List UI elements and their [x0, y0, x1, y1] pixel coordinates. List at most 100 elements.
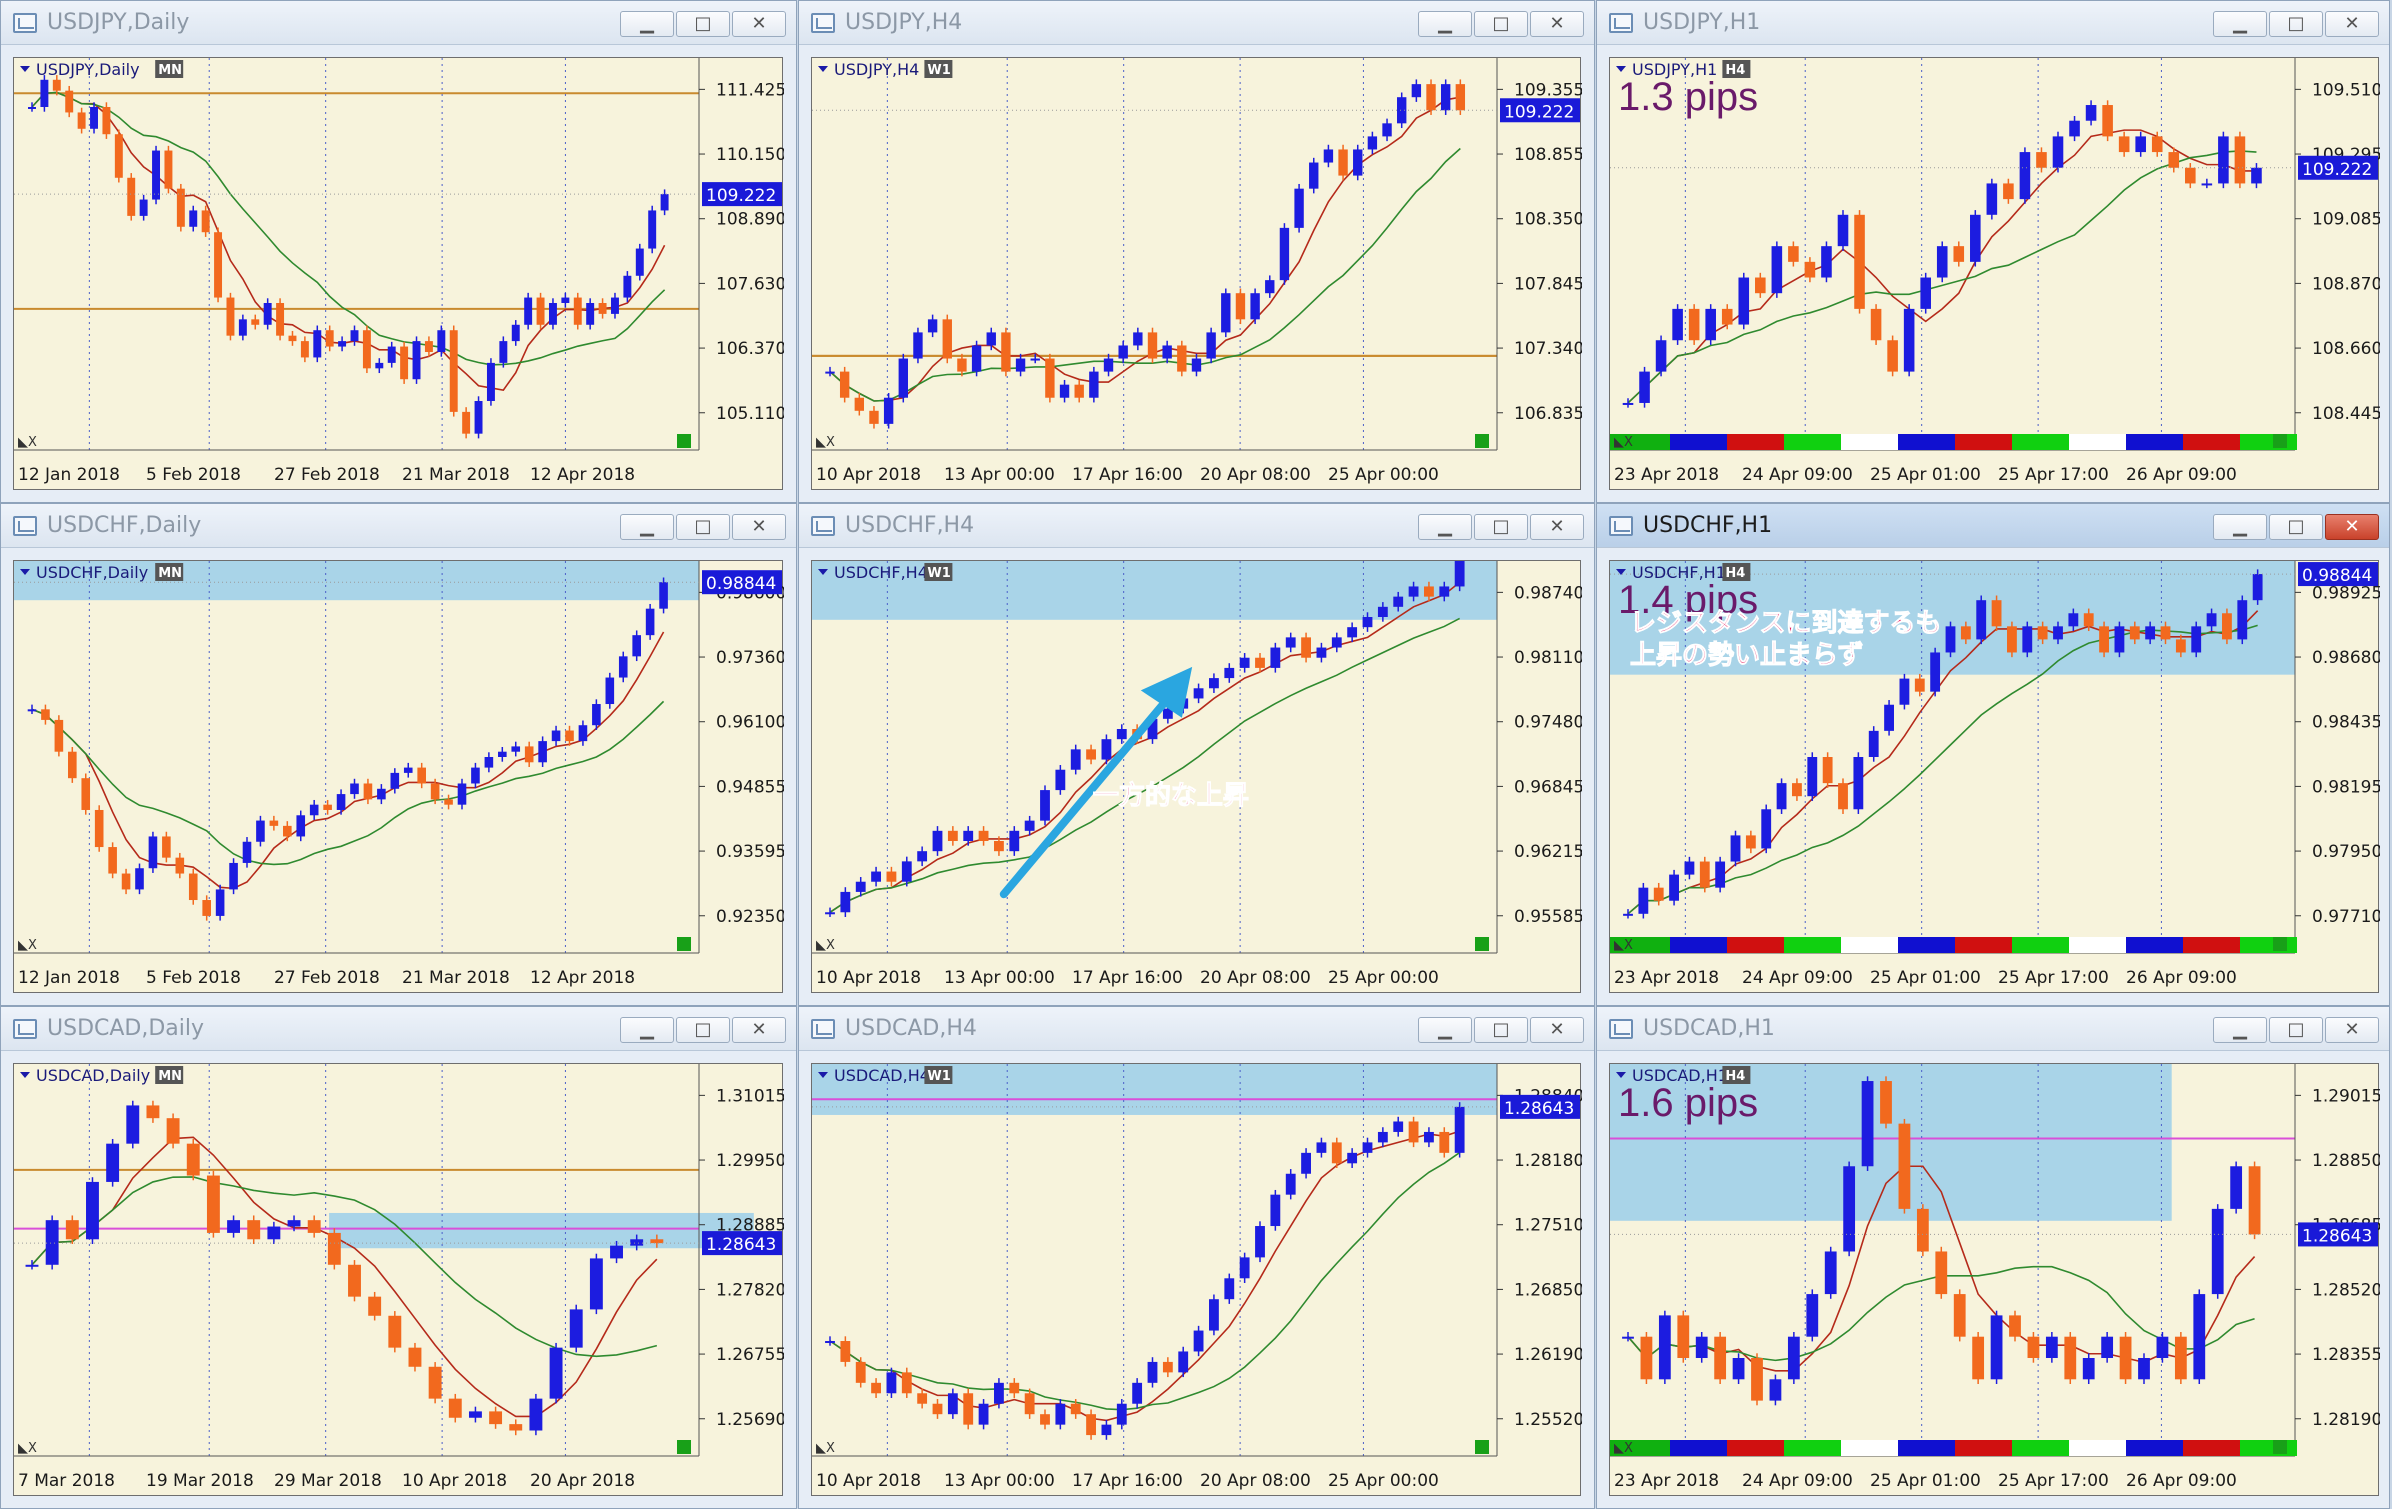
scale-fix-icon[interactable] [677, 937, 691, 951]
maximize-button[interactable]: □ [676, 1017, 730, 1043]
candle [2252, 569, 2263, 605]
minimize-button[interactable]: ▁ [620, 1017, 674, 1043]
chart-window-usdjpy-daily[interactable]: USDJPY,Daily ▁ □ ✕ 111.425 110.150 108.890 107.… [0, 0, 797, 503]
window-titlebar[interactable]: USDCHF,Daily ▁ □ ✕ [1, 504, 796, 548]
maximize-button[interactable]: □ [2269, 514, 2323, 540]
price-chart: 1.290151.288501.286851.285201.283551.281… [1610, 1064, 2380, 1491]
chart-window-usdjpy-h4[interactable]: USDJPY,H4 ▁ □ ✕ 109.355 108.855 108.350 107.845… [798, 0, 1595, 503]
moving-average-fast [1627, 129, 2257, 404]
time-tick-label: 12 Jan 2018 [18, 968, 120, 988]
chart-window-usdchf-h1[interactable]: USDCHF,H1 ▁ □ ✕ 0.98925 0.98680 0.98435 0.98195… [1596, 503, 2390, 1006]
chart-canvas[interactable]: 111.425 110.150 108.890 107.630 106.370 105.1… [13, 57, 784, 490]
scale-fix-icon[interactable] [2273, 1440, 2287, 1454]
candle [1935, 1246, 1948, 1299]
window-titlebar[interactable]: USDJPY,H1 ▁ □ ✕ [1597, 1, 2389, 45]
maximize-button[interactable]: □ [676, 514, 730, 540]
maximize-button[interactable]: □ [2269, 1017, 2323, 1043]
chart-canvas[interactable]: 109.355 108.855 108.350 107.845 107.340 106.8… [811, 57, 1582, 490]
chart-canvas[interactable]: 1.290151.288501.286851.285201.283551.281… [1609, 1063, 2380, 1496]
scale-fix-icon[interactable] [677, 434, 691, 448]
close-button[interactable]: ✕ [732, 514, 786, 540]
chart-corner-icon[interactable]: ◣X [816, 1441, 835, 1456]
minimize-button[interactable]: ▁ [620, 514, 674, 540]
window-titlebar[interactable]: USDCHF,H4 ▁ □ ✕ [799, 504, 1594, 548]
close-button[interactable]: ✕ [1530, 1017, 1584, 1043]
maximize-button[interactable]: □ [1474, 1017, 1528, 1043]
minimize-button[interactable]: ▁ [1418, 514, 1472, 540]
close-button[interactable]: ✕ [1530, 11, 1584, 37]
chart-canvas[interactable]: 0.98925 0.98680 0.98435 0.98195 0.97950 0.977… [1609, 560, 2380, 993]
candle [486, 358, 495, 406]
window-titlebar[interactable]: USDCAD,Daily ▁ □ ✕ [1, 1007, 796, 1051]
chart-corner-icon[interactable]: ◣X [1614, 1441, 1633, 1456]
chart-canvas[interactable]: 0.98740 0.98110 0.97480 0.96845 0.96215 0.955… [811, 560, 1582, 993]
minimize-button[interactable]: ▁ [2213, 514, 2267, 540]
chart-window-usdcad-h4[interactable]: USDCAD,H4 ▁□✕ 1.288401.281801.275101.26850… [798, 1006, 1595, 1509]
maximize-button[interactable]: □ [676, 11, 730, 37]
candle [1347, 1148, 1358, 1169]
maximize-button[interactable]: □ [1474, 11, 1528, 37]
candle [468, 1406, 482, 1423]
chart-corner-icon[interactable]: ◣X [1614, 938, 1633, 953]
scale-fix-icon[interactable] [2273, 937, 2287, 951]
close-button[interactable]: ✕ [2325, 514, 2379, 540]
timeframe-badge-label: MN [158, 1069, 182, 1084]
time-tick-label: 26 Apr 09:00 [2126, 1471, 2237, 1491]
chart-window-usdcad-h1[interactable]: USDCAD,H1▁□✕ 1.290151.288501.286851.28520… [1596, 1006, 2390, 1509]
window-titlebar[interactable]: USDJPY,H4 ▁ □ ✕ [799, 1, 1594, 45]
scale-fix-icon[interactable] [1475, 1440, 1489, 1454]
maximize-button[interactable]: □ [1474, 514, 1528, 540]
price-tick-label: 0.98435 [2312, 713, 2380, 733]
close-button[interactable]: ✕ [732, 1017, 786, 1043]
chart-window-usdchf-h4[interactable]: USDCHF,H4 ▁ □ ✕ 0.98740 0.98110 0.97480 0.96845… [798, 503, 1595, 1006]
candle [1806, 1289, 1819, 1342]
time-tick-label: 23 Apr 2018 [1614, 968, 1719, 988]
chart-canvas[interactable]: 109.510 109.295 109.085 108.870 108.660 108.4… [1609, 57, 2380, 490]
price-chart: 1.31015 1.29950 1.28885 1.27820 1.26755 1.256… [14, 1064, 784, 1491]
chart-canvas[interactable]: 1.31015 1.29950 1.28885 1.27820 1.26755 1.256… [13, 1063, 784, 1496]
candle [288, 330, 297, 346]
minimize-button[interactable]: ▁ [620, 11, 674, 37]
moving-average-fast [829, 581, 1461, 913]
close-button[interactable]: ✕ [1530, 514, 1584, 540]
candle [1285, 1169, 1296, 1200]
window-title: USDCAD,H4 [845, 1016, 977, 1041]
minimize-button[interactable]: ▁ [1418, 1017, 1472, 1043]
price-tick-label: 108.870 [2312, 274, 2380, 294]
minimize-button[interactable]: ▁ [2213, 11, 2267, 37]
candle [1887, 335, 1898, 377]
candle [323, 799, 332, 815]
chart-window-usdjpy-h1[interactable]: USDJPY,H1 ▁ □ ✕ 109.510 109.295 109.085 108.870… [1596, 0, 2390, 503]
scale-fix-icon[interactable] [677, 1440, 691, 1454]
price-tick-label: 1.25690 [716, 1410, 784, 1430]
chart-corner-icon[interactable]: ◣X [18, 435, 37, 450]
maximize-button[interactable]: □ [2269, 11, 2323, 37]
candle [417, 762, 426, 789]
window-titlebar[interactable]: USDCAD,H4 ▁ □ ✕ [799, 1007, 1594, 1051]
chart-canvas[interactable]: 0.986000.973600.961000.948550.935950.923… [13, 560, 784, 993]
chart-corner-icon[interactable]: ◣X [816, 938, 835, 953]
close-button[interactable]: ✕ [2325, 11, 2379, 37]
window-titlebar[interactable]: USDCAD,H1 ▁ □ ✕ [1597, 1007, 2389, 1051]
window-titlebar[interactable]: USDJPY,Daily ▁ □ ✕ [1, 1, 796, 45]
scale-fix-icon[interactable] [2273, 434, 2287, 448]
minimize-button[interactable]: ▁ [1418, 11, 1472, 37]
scale-fix-icon[interactable] [1475, 434, 1489, 448]
chart-canvas[interactable]: 1.288401.281801.275101.268501.261901.255… [811, 1063, 1582, 1496]
minimize-button[interactable]: ▁ [2213, 1017, 2267, 1043]
chart-corner-icon[interactable]: ◣X [18, 938, 37, 953]
chart-corner-icon[interactable]: ◣X [18, 1441, 37, 1456]
candle [660, 189, 669, 216]
candle [1162, 1357, 1173, 1378]
scale-fix-icon[interactable] [1475, 937, 1489, 951]
chart-corner-icon[interactable]: ◣X [1614, 435, 1633, 450]
chart-window-usdcad-daily[interactable]: USDCAD,Daily ▁ □ ✕ 1.31015 1.29950 1.28885 1.27… [0, 1006, 797, 1509]
candle [242, 837, 252, 868]
chart-corner-icon[interactable]: ◣X [816, 435, 835, 450]
candle [1914, 673, 1925, 697]
close-button[interactable]: ✕ [732, 11, 786, 37]
chart-window-usdchf-daily[interactable]: USDCHF,Daily▁□✕ 0.986000.973600.961000.94… [0, 503, 797, 1006]
window-titlebar[interactable]: USDCHF,H1 ▁ □ ✕ [1597, 504, 2389, 548]
price-tick-label: 108.890 [716, 210, 784, 230]
close-button[interactable]: ✕ [2325, 1017, 2379, 1043]
